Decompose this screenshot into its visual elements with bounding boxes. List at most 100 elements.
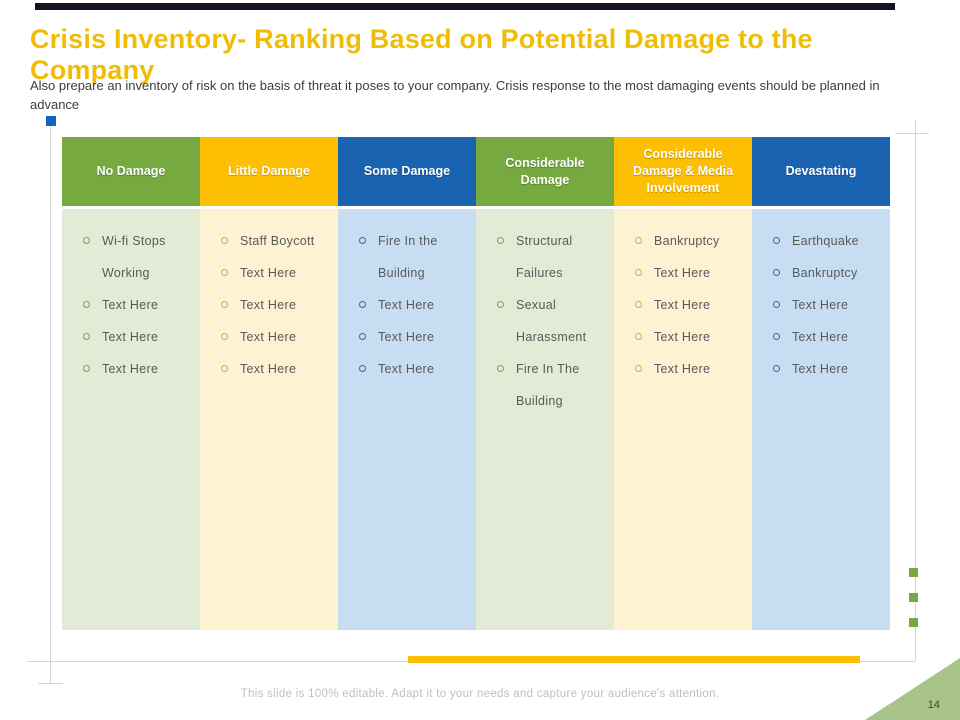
circle-bullet-icon xyxy=(359,333,366,340)
list-item: Text Here xyxy=(200,321,338,353)
list-item-label: Structural Failures xyxy=(516,234,573,280)
slide-title: Crisis Inventory- Ranking Based on Poten… xyxy=(30,24,813,85)
list-item-label: Text Here xyxy=(654,362,711,376)
list-item: Bankruptcy xyxy=(752,257,890,289)
list-item-label: Text Here xyxy=(654,330,711,344)
green-square-marker xyxy=(909,593,918,602)
list-item: Text Here xyxy=(200,353,338,385)
column-header: Little Damage xyxy=(200,137,338,206)
column-body: Staff Boycott Text Here Text Here Text H… xyxy=(200,209,338,630)
circle-bullet-icon xyxy=(221,237,228,244)
column-body: Fire In the Building Text Here Text Here… xyxy=(338,209,476,630)
circle-bullet-icon xyxy=(83,333,90,340)
list-item: Bankruptcy xyxy=(614,225,752,257)
column-header: Devastating xyxy=(752,137,890,206)
top-accent-bar xyxy=(35,3,895,10)
axis-tick-top-right-horizontal xyxy=(895,133,929,134)
list-item-label: Text Here xyxy=(102,362,159,376)
column-body: Bankruptcy Text Here Text Here Text Here… xyxy=(614,209,752,630)
list-item: Fire In The Building xyxy=(476,353,614,417)
list-item: Text Here xyxy=(338,353,476,385)
slide-subtitle: Also prepare an inventory of risk on the… xyxy=(30,78,880,112)
axis-line-left-vertical xyxy=(50,126,51,683)
list-item-label: Text Here xyxy=(240,298,297,312)
column-header: Considerable Damage xyxy=(476,137,614,206)
axis-line-right-vertical xyxy=(915,133,916,661)
table-column-little-damage: Little Damage Staff Boycott Text Here Te… xyxy=(200,137,338,630)
circle-bullet-icon xyxy=(83,301,90,308)
table-column-no-damage: No Damage Wi-fi Stops Working Text Here … xyxy=(62,137,200,630)
list-item: Earthquake xyxy=(752,225,890,257)
list-item: Sexual Harassment xyxy=(476,289,614,353)
list-item: Structural Failures xyxy=(476,225,614,289)
list-item: Text Here xyxy=(614,257,752,289)
list-item: Text Here xyxy=(752,353,890,385)
list-item-label: Earthquake xyxy=(792,234,859,248)
table-column-devastating: Devastating Earthquake Bankruptcy Text H… xyxy=(752,137,890,630)
list-item-label: Sexual Harassment xyxy=(516,298,587,344)
circle-bullet-icon xyxy=(635,269,642,276)
list-item-label: Text Here xyxy=(378,362,435,376)
corner-triangle xyxy=(865,658,960,720)
axis-tick-top-right-vertical xyxy=(915,120,916,133)
list-item-label: Fire In The Building xyxy=(516,362,580,408)
list-item-label: Text Here xyxy=(654,298,711,312)
page-number: 14 xyxy=(927,699,940,711)
list-item-label: Text Here xyxy=(102,298,159,312)
list-item: Text Here xyxy=(338,321,476,353)
column-body: Structural Failures Sexual Harassment Fi… xyxy=(476,209,614,630)
circle-bullet-icon xyxy=(635,365,642,372)
list-item: Staff Boycott xyxy=(200,225,338,257)
blue-square-marker xyxy=(46,116,56,126)
circle-bullet-icon xyxy=(221,269,228,276)
column-header: Considerable Damage & Media Involvement xyxy=(614,137,752,206)
axis-tick-bottom-left xyxy=(38,683,63,684)
list-item: Text Here xyxy=(614,289,752,321)
circle-bullet-icon xyxy=(221,333,228,340)
list-item: Fire In the Building xyxy=(338,225,476,289)
circle-bullet-icon xyxy=(359,237,366,244)
list-item: Text Here xyxy=(338,289,476,321)
circle-bullet-icon xyxy=(635,237,642,244)
circle-bullet-icon xyxy=(359,365,366,372)
list-item-label: Staff Boycott xyxy=(240,234,315,248)
circle-bullet-icon xyxy=(773,301,780,308)
list-item-label: Fire In the Building xyxy=(378,234,438,280)
list-item-label: Text Here xyxy=(378,330,435,344)
list-item: Wi-fi Stops Working xyxy=(62,225,200,289)
circle-bullet-icon xyxy=(773,333,780,340)
circle-bullet-icon xyxy=(497,237,504,244)
circle-bullet-icon xyxy=(221,301,228,308)
column-body: Wi-fi Stops Working Text Here Text Here … xyxy=(62,209,200,630)
circle-bullet-icon xyxy=(773,269,780,276)
list-item: Text Here xyxy=(200,257,338,289)
list-item-label: Text Here xyxy=(792,330,849,344)
list-item-label: Text Here xyxy=(378,298,435,312)
circle-bullet-icon xyxy=(497,301,504,308)
list-item-label: Text Here xyxy=(792,362,849,376)
column-header: No Damage xyxy=(62,137,200,206)
list-item-label: Wi-fi Stops Working xyxy=(102,234,166,280)
table-column-considerable-damage-media: Considerable Damage & Media Involvement … xyxy=(614,137,752,630)
yellow-accent-bar xyxy=(408,656,860,663)
column-body: Earthquake Bankruptcy Text Here Text Her… xyxy=(752,209,890,630)
footer-note: This slide is 100% editable. Adapt it to… xyxy=(240,688,720,700)
circle-bullet-icon xyxy=(773,237,780,244)
list-item-label: Bankruptcy xyxy=(654,234,720,248)
list-item-label: Text Here xyxy=(240,362,297,376)
list-item: Text Here xyxy=(62,321,200,353)
list-item: Text Here xyxy=(62,289,200,321)
list-item: Text Here xyxy=(614,353,752,385)
green-square-marker xyxy=(909,568,918,577)
circle-bullet-icon xyxy=(497,365,504,372)
list-item-label: Text Here xyxy=(240,266,297,280)
table-column-some-damage: Some Damage Fire In the Building Text He… xyxy=(338,137,476,630)
list-item-label: Text Here xyxy=(102,330,159,344)
damage-ranking-table: No Damage Wi-fi Stops Working Text Here … xyxy=(62,137,890,630)
list-item-label: Text Here xyxy=(240,330,297,344)
list-item-label: Text Here xyxy=(654,266,711,280)
list-item-label: Bankruptcy xyxy=(792,266,858,280)
circle-bullet-icon xyxy=(635,301,642,308)
column-header: Some Damage xyxy=(338,137,476,206)
